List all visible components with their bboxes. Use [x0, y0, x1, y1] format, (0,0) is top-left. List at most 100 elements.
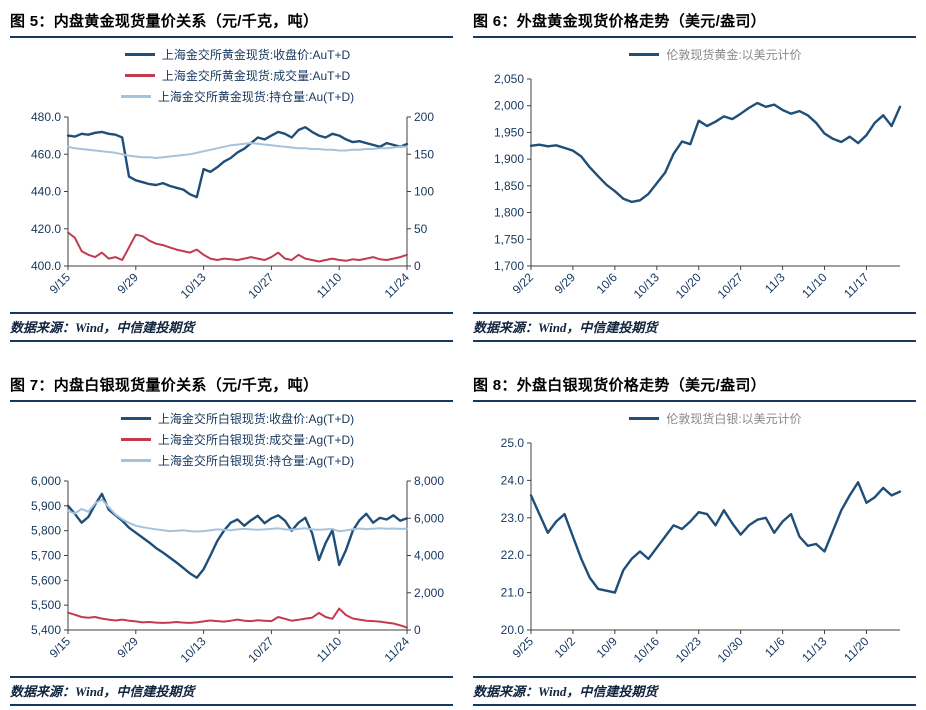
x-tick-label: 9/29 — [552, 270, 579, 297]
legend-line-swatch — [124, 53, 155, 56]
legend-item: 上海金交所黄金现货:成交量:AuT+D — [124, 67, 351, 84]
y-tick-label-left: 5,700 — [31, 549, 61, 563]
series-line-1 — [67, 231, 408, 263]
legend-item: 伦敦现货黄金:以美元计价 — [629, 46, 802, 63]
legend-label: 伦敦现货黄金:以美元计价 — [666, 48, 802, 62]
panel-gold-domestic: 图 5：内盘黄金现货量价关系（元/千克，吨） 400.0 420.0 440.0 46… — [0, 4, 463, 342]
legend-label: 上海金交所黄金现货:持仓量:Au(T+D) — [157, 90, 355, 104]
chart-canvas-gold-london: 1,700 1,750 1,800 1,850 1,900 1,950 2,000 2,050… — [494, 72, 902, 301]
x-tick-label: 10/13 — [178, 634, 209, 665]
series-line-0 — [66, 125, 409, 199]
x-tick-label: 9/15 — [47, 634, 74, 661]
series-line-0 — [529, 101, 902, 204]
legend-line-swatch — [629, 53, 660, 56]
y-tick-label-left: 460.0 — [31, 147, 61, 161]
y-tick-label-left: 1,950 — [494, 125, 524, 139]
x-tick-label: 10/30 — [715, 634, 746, 665]
x-tick-label: 11/20 — [841, 634, 872, 665]
x-tick-label: 9/29 — [115, 270, 142, 297]
y-tick-label-left: 23.0 — [501, 511, 525, 525]
y-tick-label-left: 22.0 — [501, 548, 525, 562]
x-tick-label: 10/13 — [178, 270, 209, 301]
y-tick-label-right: 6,000 — [414, 511, 444, 525]
data-source-gold-domestic: 数据来源：Wind，中信建投期货 — [10, 312, 453, 342]
legend-label: 上海金交所白银现货:收盘价:Ag(T+D) — [157, 412, 355, 426]
chart-canvas-silver-london: 20.0 21.0 22.0 23.0 24.0 25.0 9/25 10/2 10/9 10/1… — [501, 436, 902, 665]
y-tick-label-left: 21.0 — [501, 586, 525, 600]
legend-label: 伦敦现货白银:以美元计价 — [666, 412, 802, 426]
y-tick-label-right: 8,000 — [414, 474, 444, 488]
data-source-silver-london: 数据来源：Wind，中信建投期货 — [473, 676, 916, 706]
legend-label: 上海金交所黄金现货:收盘价:AuT+D — [161, 48, 351, 62]
x-tick-label: 9/22 — [510, 270, 537, 297]
x-tick-label: 10/23 — [673, 634, 704, 665]
x-tick-label: 11/3 — [762, 270, 788, 296]
x-tick-label: 9/15 — [47, 270, 74, 297]
x-tick-label: 10/20 — [673, 270, 704, 301]
y-tick-label-left: 5,500 — [31, 598, 61, 612]
y-tick-label-left: 1,850 — [494, 179, 524, 193]
panel-title-gold-domestic: 图 5：内盘黄金现货量价关系（元/千克，吨） — [10, 4, 453, 38]
chart-canvas-gold-domestic: 400.0 420.0 440.0 460.0 480.0 0 50 100 150 200 9/1… — [31, 110, 434, 301]
y-tick-label-left: 1,750 — [494, 232, 524, 246]
legend-line-swatch — [120, 95, 151, 98]
y-tick-label-right: 0 — [414, 623, 421, 637]
legend-label: 上海金交所白银现货:持仓量:Ag(T+D) — [157, 454, 355, 468]
x-tick-label: 10/27 — [245, 270, 276, 301]
data-source-silver-domestic: 数据来源：Wind，中信建投期货 — [10, 676, 453, 706]
y-tick-label-left: 5,800 — [31, 524, 61, 538]
chart-silver-domestic: 5,400 5,500 5,600 5,700 5,800 5,900 6,000 0 2,00… — [10, 402, 453, 676]
x-tick-label: 10/16 — [631, 634, 662, 665]
legend-line-swatch — [120, 417, 151, 420]
x-tick-label: 10/27 — [715, 270, 746, 301]
chart-legend: 上海金交所黄金现货:收盘价:AuT+D 上海金交所黄金现货:成交量:AuT+D 上海… — [68, 46, 407, 105]
chart-gold-london: 1,700 1,750 1,800 1,850 1,900 1,950 2,000 2,050… — [473, 38, 916, 312]
panel-silver-domestic: 图 7：内盘白银现货量价关系（元/千克，吨） 5,400 5,500 5,600 5,… — [0, 368, 463, 706]
series-line-1 — [67, 607, 408, 629]
y-tick-label-left: 1,900 — [494, 152, 524, 166]
y-tick-label-left: 440.0 — [31, 185, 61, 199]
x-tick-label: 10/27 — [245, 634, 276, 665]
y-tick-label-left: 1,800 — [494, 206, 524, 220]
legend-item: 伦敦现货白银:以美元计价 — [629, 410, 802, 427]
series-line-2 — [67, 498, 408, 533]
y-tick-label-right: 100 — [414, 185, 434, 199]
x-tick-label: 11/10 — [314, 270, 345, 301]
series-line-0 — [529, 481, 902, 594]
x-tick-label: 10/2 — [552, 634, 579, 661]
x-tick-label: 11/24 — [382, 634, 413, 665]
legend-label: 上海金交所黄金现货:成交量:AuT+D — [161, 69, 351, 83]
x-tick-label: 10/9 — [594, 634, 621, 661]
legend-line-swatch — [120, 438, 151, 441]
panel-title-gold-london: 图 6：外盘黄金现货价格走势（美元/盎司） — [473, 4, 916, 38]
y-tick-label-left: 5,400 — [31, 623, 61, 637]
chart-legend: 上海金交所白银现货:收盘价:Ag(T+D) 上海金交所白银现货:成交量:Ag(T+… — [68, 410, 407, 469]
legend-item: 上海金交所黄金现货:收盘价:AuT+D — [124, 46, 351, 63]
y-tick-label-left: 2,000 — [494, 99, 524, 113]
y-tick-label-left: 400.0 — [31, 259, 61, 273]
y-tick-label-right: 4,000 — [414, 549, 444, 563]
y-tick-label-left: 420.0 — [31, 222, 61, 236]
y-tick-label-left: 1,700 — [494, 259, 524, 273]
y-tick-label-right: 2,000 — [414, 586, 444, 600]
panel-title-silver-london: 图 8：外盘白银现货价格走势（美元/盎司） — [473, 368, 916, 402]
x-tick-label: 11/10 — [314, 634, 345, 665]
panel-title-silver-domestic: 图 7：内盘白银现货量价关系（元/千克，吨） — [10, 368, 453, 402]
y-tick-label-left: 24.0 — [501, 473, 525, 487]
x-tick-label: 11/6 — [762, 634, 788, 660]
legend-item: 上海金交所白银现货:收盘价:Ag(T+D) — [120, 410, 355, 427]
y-tick-label-left: 2,050 — [494, 72, 524, 86]
y-tick-label-left: 25.0 — [501, 436, 525, 450]
chart-canvas-silver-domestic: 5,400 5,500 5,600 5,700 5,800 5,900 6,000 0 2,00… — [31, 474, 444, 665]
series-line-2 — [67, 142, 408, 159]
y-tick-label-right: 200 — [414, 110, 434, 124]
y-tick-label-right: 0 — [414, 259, 421, 273]
y-tick-label-left: 5,900 — [31, 499, 61, 513]
y-tick-label-right: 50 — [414, 222, 428, 236]
y-tick-label-right: 150 — [414, 147, 434, 161]
chart-silver-london: 20.0 21.0 22.0 23.0 24.0 25.0 9/25 10/2 10/9 10/1… — [473, 402, 916, 676]
chart-legend: 伦敦现货白银:以美元计价 — [531, 410, 900, 427]
legend-item: 上海金交所白银现货:持仓量:Ag(T+D) — [120, 452, 355, 469]
x-tick-label: 11/17 — [841, 270, 872, 301]
